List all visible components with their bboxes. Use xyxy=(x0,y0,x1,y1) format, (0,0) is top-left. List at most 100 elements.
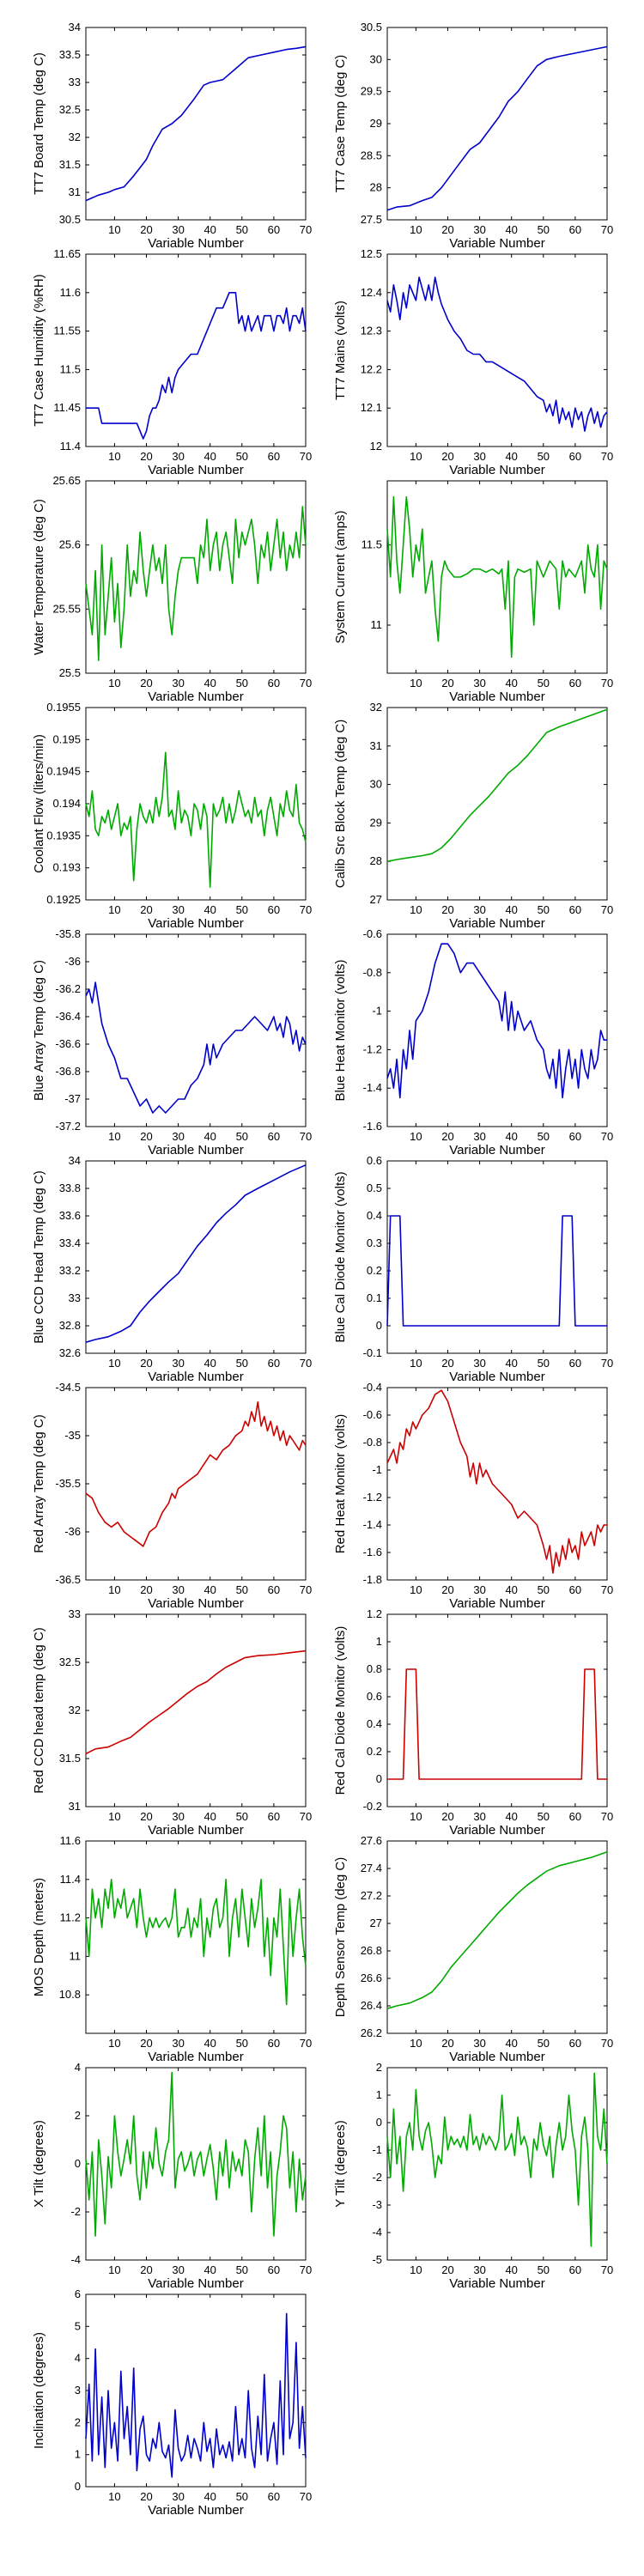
x-tick-label: 60 xyxy=(569,903,581,916)
y-tick-label: -1 xyxy=(372,1005,382,1018)
x-tick-label: 60 xyxy=(569,2263,581,2276)
y-axis-label: Depth Sensor Temp (deg C) xyxy=(333,1857,348,2017)
y-tick-label: 10.8 xyxy=(59,1988,81,2001)
y-tick-label: 4 xyxy=(75,2061,81,2074)
y-tick-label: 5 xyxy=(75,2319,81,2332)
chart-panel-3: 10 20 30 40 50 60 70 11.4 11.45 11.5 11.55 11.6 11.6… xyxy=(32,247,312,477)
x-axis-label: Variable Number xyxy=(148,916,243,931)
x-tick-label: 60 xyxy=(569,1357,581,1370)
y-tick-label: 32.8 xyxy=(59,1319,81,1332)
y-tick-label: 28.5 xyxy=(361,149,382,161)
y-tick-label: -0.2 xyxy=(363,1800,382,1813)
x-tick-label: 20 xyxy=(441,450,453,463)
x-tick-label: 40 xyxy=(204,223,216,236)
y-tick-label: -2 xyxy=(70,2205,81,2218)
y-tick-label: 27.6 xyxy=(361,1834,382,1847)
y-tick-label: -4 xyxy=(70,2253,81,2266)
x-tick-label: 50 xyxy=(538,1357,550,1370)
x-tick-label: 20 xyxy=(140,450,152,463)
plot-frame xyxy=(85,480,307,674)
y-tick-label: 11.4 xyxy=(60,440,81,453)
x-tick-label: 70 xyxy=(601,1583,613,1596)
y-tick-label: 32 xyxy=(69,131,81,143)
series-line-1 xyxy=(386,1851,608,2009)
x-tick-label: 60 xyxy=(268,2490,280,2503)
x-axis-label: Variable Number xyxy=(449,2276,544,2291)
y-tick-label: 33.6 xyxy=(59,1209,81,1222)
y-tick-label: -1 xyxy=(372,2143,382,2156)
x-tick-label: 40 xyxy=(505,223,517,236)
x-tick-label: 70 xyxy=(300,1583,312,1596)
plot-frame xyxy=(386,480,608,674)
y-tick-label: 25.65 xyxy=(52,474,81,487)
x-tick-label: 70 xyxy=(300,223,312,236)
x-tick-label: 70 xyxy=(601,450,613,463)
y-tick-label: -0.8 xyxy=(363,1436,382,1449)
y-tick-label: 0.1935 xyxy=(46,829,81,841)
x-tick-label: 10 xyxy=(108,903,120,916)
y-tick-label: -35.5 xyxy=(55,1477,81,1490)
y-tick-label: 11.2 xyxy=(60,1911,81,1924)
y-tick-label: 27.5 xyxy=(361,213,382,226)
y-tick-label: 0.1945 xyxy=(46,765,81,778)
x-tick-label: 50 xyxy=(236,2490,248,2503)
x-tick-label: 50 xyxy=(236,1810,248,1823)
series-line-1 xyxy=(85,506,307,661)
x-tick-label: 30 xyxy=(172,2490,184,2503)
y-tick-label: 27.4 xyxy=(361,1862,382,1874)
y-tick-label: 31 xyxy=(69,185,81,198)
y-tick-label: -35 xyxy=(64,1429,81,1442)
x-axis-label: Variable Number xyxy=(148,1596,243,1611)
y-tick-label: -0.4 xyxy=(363,1381,382,1394)
plot-frame xyxy=(85,1840,307,2034)
y-tick-label: 11.65 xyxy=(53,247,81,260)
y-tick-label: -1.4 xyxy=(363,1081,382,1094)
y-axis-label: Coolant Flow (liters/min) xyxy=(32,734,46,873)
y-tick-label: -5 xyxy=(372,2253,382,2266)
series-line-1 xyxy=(85,751,307,888)
x-tick-label: 20 xyxy=(140,1810,152,1823)
y-tick-label: 0.1 xyxy=(367,1291,382,1304)
series-line-1 xyxy=(386,708,608,862)
y-tick-label: 12 xyxy=(370,440,382,453)
x-tick-label: 30 xyxy=(172,223,184,236)
y-tick-label: 12.3 xyxy=(361,325,382,337)
x-tick-label: 60 xyxy=(268,903,280,916)
x-tick-label: 30 xyxy=(172,2037,184,2050)
x-tick-label: 10 xyxy=(108,2490,120,2503)
x-tick-label: 40 xyxy=(204,1130,216,1143)
x-tick-label: 10 xyxy=(410,1357,422,1370)
x-tick-label: 10 xyxy=(108,1357,120,1370)
x-tick-label: 10 xyxy=(410,1810,422,1823)
x-tick-label: 40 xyxy=(505,1130,517,1143)
y-axis-label: Blue CCD Head Temp (deg C) xyxy=(32,1170,46,1343)
x-tick-label: 70 xyxy=(300,677,312,690)
x-tick-label: 40 xyxy=(505,2037,517,2050)
y-tick-label: 29 xyxy=(370,117,382,130)
y-tick-label: 30 xyxy=(370,778,382,791)
x-tick-label: 10 xyxy=(108,677,120,690)
chart-panel-10: 10 20 30 40 50 60 70 -1.6 -1.4 -1.2 -1 -0.8 -0.6 Vari… xyxy=(333,927,613,1157)
y-axis-label: Red Array Temp (deg C) xyxy=(32,1414,46,1552)
y-tick-label: 33 xyxy=(69,76,81,88)
y-tick-label: -4 xyxy=(372,2226,382,2239)
chart-panel-11: 10 20 30 40 50 60 70 32.6 32.8 33 33.2 33.4 33.6 33.8… xyxy=(32,1154,312,1384)
y-tick-label: 29 xyxy=(370,816,382,829)
x-tick-label: 50 xyxy=(236,223,248,236)
y-tick-label: 30.5 xyxy=(59,213,81,226)
y-tick-label: 26.4 xyxy=(361,1999,382,2012)
x-tick-label: 20 xyxy=(441,2037,453,2050)
series-line-1 xyxy=(387,1668,607,1780)
x-tick-label: 50 xyxy=(236,2037,248,2050)
y-tick-label: 32.6 xyxy=(59,1346,81,1359)
x-tick-label: 60 xyxy=(268,450,280,463)
chart-panel-21: 10 20 30 40 50 60 70 0 1 2 3 4 5 6 Variable Number Incl… xyxy=(32,2287,312,2518)
x-tick-label: 30 xyxy=(172,677,184,690)
x-tick-label: 70 xyxy=(601,1130,613,1143)
y-tick-label: -1.6 xyxy=(363,1546,382,1558)
x-tick-label: 70 xyxy=(601,2037,613,2050)
x-tick-label: 50 xyxy=(236,1130,248,1143)
y-tick-label: 25.55 xyxy=(52,602,81,615)
y-tick-label: 27.2 xyxy=(361,1889,382,1902)
